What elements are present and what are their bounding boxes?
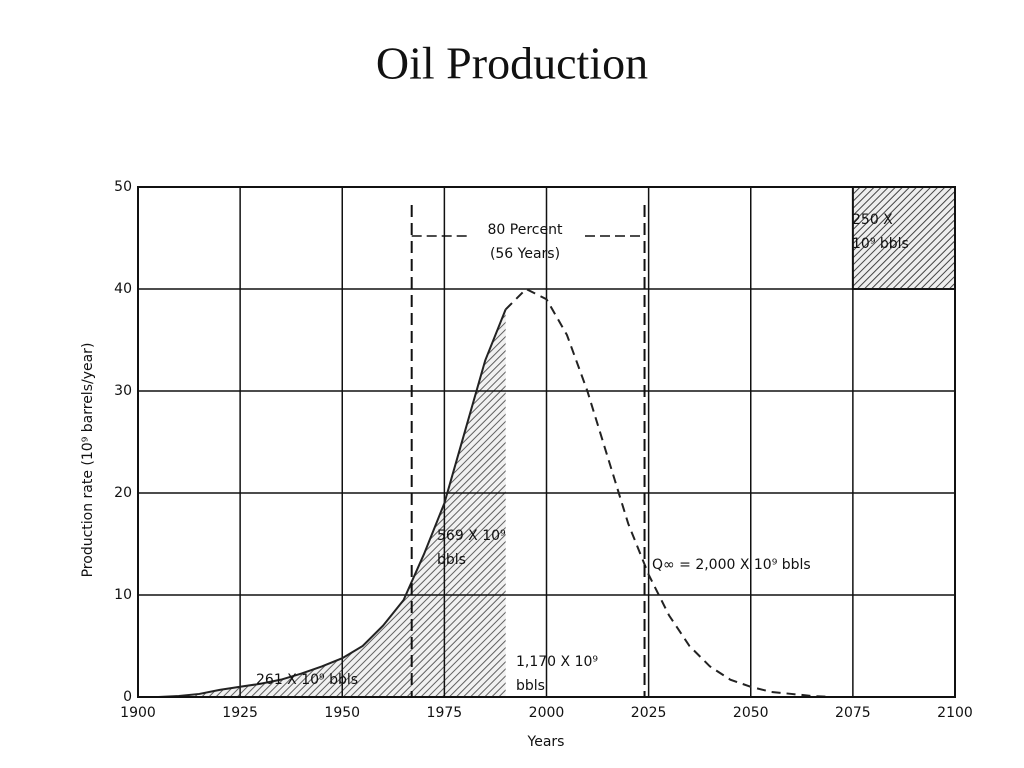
y-axis-label: Production rate (10⁹ barrels/year) bbox=[80, 343, 96, 578]
scale-box bbox=[851, 186, 956, 290]
x-tick-label: 1950 bbox=[324, 705, 360, 721]
annotation: 80 Percent bbox=[488, 222, 563, 238]
annotation: (56 Years) bbox=[490, 246, 560, 262]
y-tick-label: 30 bbox=[114, 383, 132, 399]
x-tick-label: 2000 bbox=[529, 705, 565, 721]
x-tick-label: 2075 bbox=[835, 705, 871, 721]
x-tick-label: 2025 bbox=[631, 705, 667, 721]
annotation: 250 X bbox=[852, 212, 893, 228]
annotation: bbls bbox=[437, 552, 466, 568]
annotation: 569 X 10⁹ bbox=[437, 528, 506, 544]
line bbox=[138, 309, 507, 698]
x-tick-label: 1900 bbox=[120, 705, 156, 721]
x-tick-label: 1925 bbox=[222, 705, 258, 721]
y-tick-label: 10 bbox=[114, 587, 132, 603]
x-tick-label: 2050 bbox=[733, 705, 769, 721]
annotation: Q∞ = 2,000 X 10⁹ bbls bbox=[652, 557, 811, 573]
y-tick-label: 50 bbox=[114, 179, 132, 195]
annotation: 10⁹ bbls bbox=[852, 236, 909, 252]
annotation: 261 X 10⁹ bbls bbox=[256, 672, 358, 688]
annotation: 1,170 X 10⁹ bbox=[516, 654, 598, 670]
y-tick-label: 40 bbox=[114, 281, 132, 297]
chart-title: Oil Production bbox=[376, 38, 648, 89]
y-tick-label: 20 bbox=[114, 485, 132, 501]
x-tick-label: 1975 bbox=[427, 705, 463, 721]
y-tick-label: 0 bbox=[123, 689, 132, 705]
plot-frame bbox=[137, 186, 956, 698]
x-axis-label: Years bbox=[527, 734, 565, 750]
line bbox=[504, 287, 915, 698]
x-tick-label: 2100 bbox=[937, 705, 973, 721]
annotation: bbls bbox=[516, 678, 545, 694]
area bbox=[138, 309, 506, 697]
